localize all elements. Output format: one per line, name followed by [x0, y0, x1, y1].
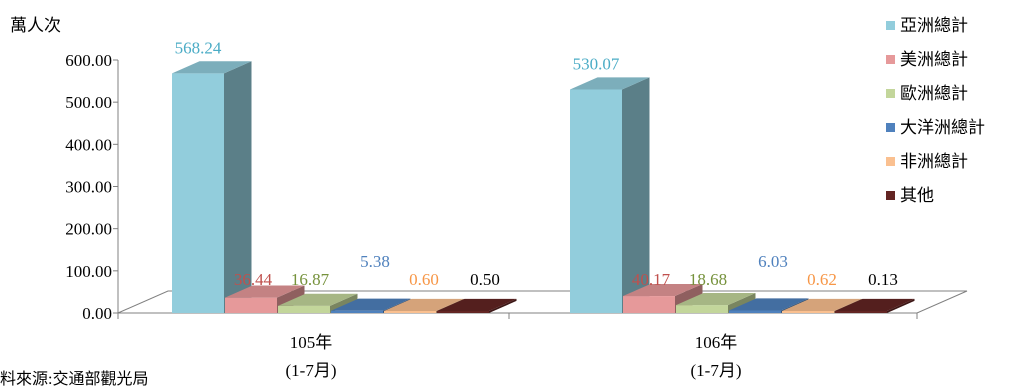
legend-label: 非洲總計 [900, 152, 968, 171]
unit-label: 萬人次 [10, 16, 61, 35]
x-category-label: 105年 [290, 333, 333, 352]
bar-front [835, 311, 887, 313]
bar-front [676, 305, 728, 313]
bar-front [729, 310, 781, 313]
bar [570, 77, 650, 314]
y-tick-label: 500.00 [65, 93, 112, 112]
bar-front [172, 73, 224, 313]
legend-swatch [886, 21, 895, 30]
legend-label: 美洲總計 [900, 50, 968, 69]
legend-item: 非洲總計 [886, 152, 968, 171]
legend-swatch [886, 191, 895, 200]
data-label: 568.24 [175, 38, 222, 57]
bar [835, 298, 915, 313]
bar-top [278, 293, 358, 306]
data-label: 6.03 [758, 252, 788, 271]
legend-item: 大洋洲總計 [886, 118, 985, 137]
bar-top [570, 77, 650, 90]
bar-top [225, 285, 305, 298]
bar-top [384, 298, 464, 311]
data-label: 0.62 [807, 270, 837, 289]
bar-front [278, 305, 330, 313]
bar-front [225, 297, 277, 313]
legend-label: 亞洲總計 [900, 16, 968, 35]
data-label: 18.68 [689, 270, 727, 289]
data-label: 0.60 [409, 270, 439, 289]
bar-front [570, 89, 622, 313]
data-label: 40.17 [632, 270, 671, 289]
y-tick-label: 100.00 [65, 262, 112, 281]
legend-swatch [886, 123, 895, 132]
legend-item: 其他 [886, 186, 934, 205]
data-label: 530.07 [573, 54, 620, 73]
bar-top [729, 298, 809, 311]
legend-item: 歐洲總計 [886, 84, 968, 103]
y-tick-label: 600.00 [65, 51, 112, 70]
y-tick-label: 300.00 [65, 178, 112, 197]
bar-front [384, 311, 436, 313]
data-label: 5.38 [360, 252, 390, 271]
bar-top [437, 298, 517, 311]
x-category-label: 106年 [695, 333, 738, 352]
bar-top [782, 298, 862, 311]
y-tick-label: 0.00 [82, 304, 112, 323]
bar-front [623, 296, 675, 313]
bar-top [172, 61, 252, 74]
legend-swatch [886, 157, 895, 166]
bar-top [676, 293, 756, 306]
y-tick-label: 200.00 [65, 220, 112, 239]
bar-side [622, 77, 650, 314]
data-label: 0.13 [868, 270, 898, 289]
data-label: 36.44 [234, 270, 273, 289]
bar-top [623, 283, 703, 297]
legend-item: 亞洲總計 [886, 16, 968, 35]
data-label: 0.50 [470, 270, 500, 289]
bar [623, 283, 703, 313]
legend-swatch [886, 89, 895, 98]
bar-side [489, 298, 517, 313]
legend-label: 大洋洲總計 [900, 118, 985, 137]
bar [172, 61, 252, 314]
legend-label: 歐洲總計 [900, 84, 968, 103]
source-note: 資料來源:交通部觀光局 [0, 370, 148, 387]
y-tick-label: 400.00 [65, 135, 112, 154]
bar-top [835, 298, 915, 311]
bar-front [331, 310, 383, 313]
bar-side [224, 61, 252, 314]
bar-front [437, 311, 489, 313]
data-label: 16.87 [291, 270, 330, 289]
x-category-sublabel: (1-7月) [691, 361, 742, 380]
bar-top [331, 298, 411, 311]
bar-side [887, 298, 915, 313]
legend-swatch [886, 55, 895, 64]
legend-label: 其他 [900, 186, 934, 205]
legend-item: 美洲總計 [886, 50, 968, 69]
x-category-sublabel: (1-7月) [286, 361, 337, 380]
bar [437, 298, 517, 313]
bar-front [782, 311, 834, 313]
